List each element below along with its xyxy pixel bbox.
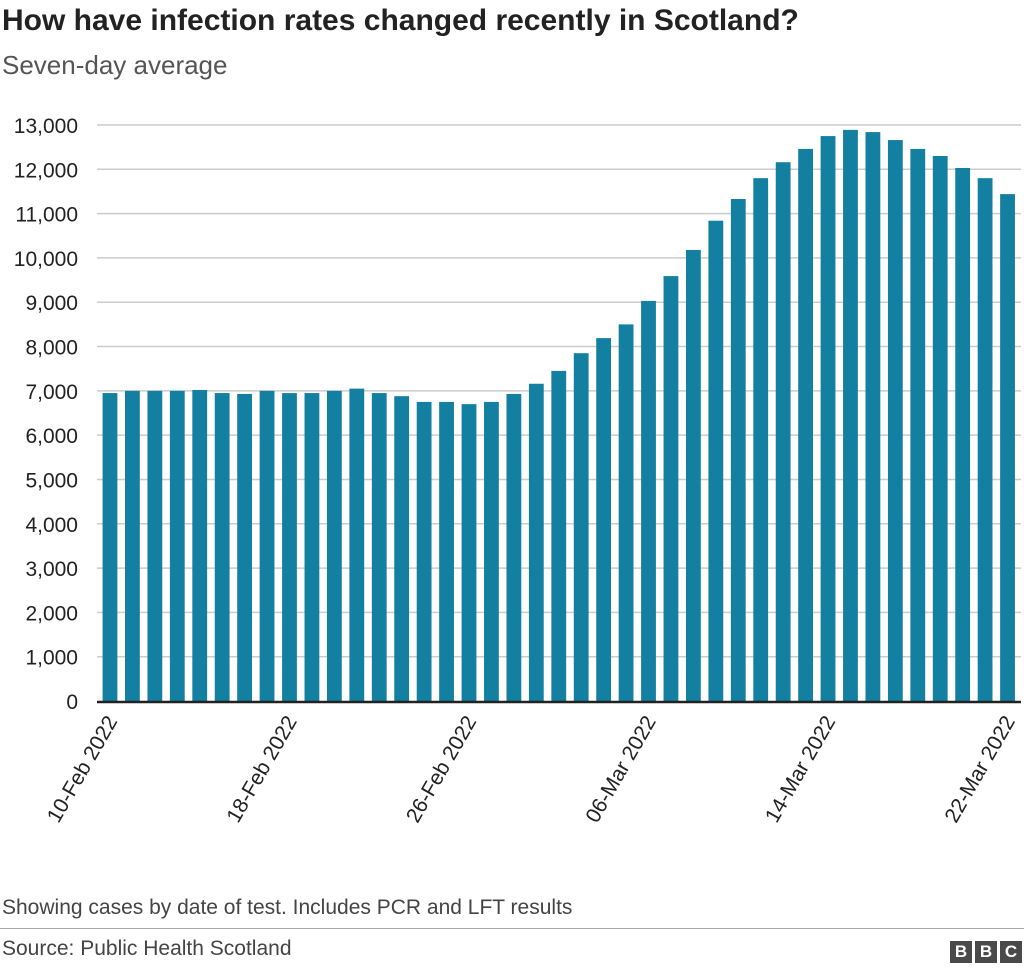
bbc-logo: B B C [950,941,1022,963]
bar [259,390,275,701]
bar [461,404,477,701]
y-tick-label: 7,000 [25,381,78,404]
y-tick-label: 5,000 [25,469,78,492]
chart-title: How have infection rates changed recentl… [2,4,799,37]
y-tick-label: 12,000 [14,159,78,182]
y-tick-label: 1,000 [25,647,78,670]
bar [932,156,948,701]
divider [0,928,1024,929]
bar [349,388,365,701]
bar [775,162,791,702]
bar [371,393,387,701]
bar [820,136,836,702]
bar [596,338,612,701]
bar [663,276,679,701]
bbc-logo-letter: B [950,941,972,963]
bar [551,370,567,701]
bar [484,401,499,701]
x-tick-label: 18-Feb 2022 [222,712,301,827]
bar [102,393,118,701]
bar [708,220,724,701]
bbc-logo-letter: C [1000,941,1022,963]
chart-subtitle: Seven-day average [2,50,228,80]
bar [416,401,432,701]
bar [394,396,410,701]
y-tick-label: 13,000 [14,115,78,138]
bar [214,393,230,701]
y-tick-label: 6,000 [25,425,78,448]
bar [641,300,656,701]
x-tick-label: 10-Feb 2022 [43,712,122,827]
bar [730,198,746,702]
bar [573,353,589,701]
bar [1000,194,1015,701]
bar [843,129,858,701]
y-tick-label: 0 [66,691,78,714]
bar [192,389,208,701]
bar-chart: 0 1,000 2,000 3,000 4,000 5,000 6,000 7,000 8,00… [14,115,1021,827]
bar [887,140,903,701]
bar [955,167,971,701]
bar [528,383,544,701]
y-tick-label: 10,000 [14,248,78,271]
y-tick-label: 4,000 [25,514,78,537]
source-label: Source: Public Health Scotland [2,937,292,960]
x-tick-label: 14-Mar 2022 [761,712,840,827]
bar [169,390,185,701]
bar [326,390,342,701]
bar [125,390,140,701]
y-tick-label: 9,000 [25,292,78,315]
bar [506,393,522,701]
bar [753,178,769,701]
bar [618,324,634,701]
bar [282,393,297,701]
x-tick-label: 22-Mar 2022 [940,712,1019,827]
y-tick-label: 11,000 [15,204,78,227]
bar [147,390,163,701]
bar [910,148,926,701]
bar [977,178,993,701]
bar [304,393,320,701]
bar [237,393,253,701]
x-tick-label: 06-Mar 2022 [581,712,660,827]
bar [439,401,454,701]
chart-note: Showing cases by date of test. Includes … [2,896,573,919]
bar [798,148,813,701]
bbc-logo-letter: B [975,941,997,963]
y-tick-label: 3,000 [25,558,78,581]
y-tick-label: 8,000 [25,337,78,360]
bar [865,132,881,701]
x-tick-label: 26-Feb 2022 [402,712,481,827]
y-tick-label: 2,000 [25,602,78,625]
bar [685,249,701,701]
